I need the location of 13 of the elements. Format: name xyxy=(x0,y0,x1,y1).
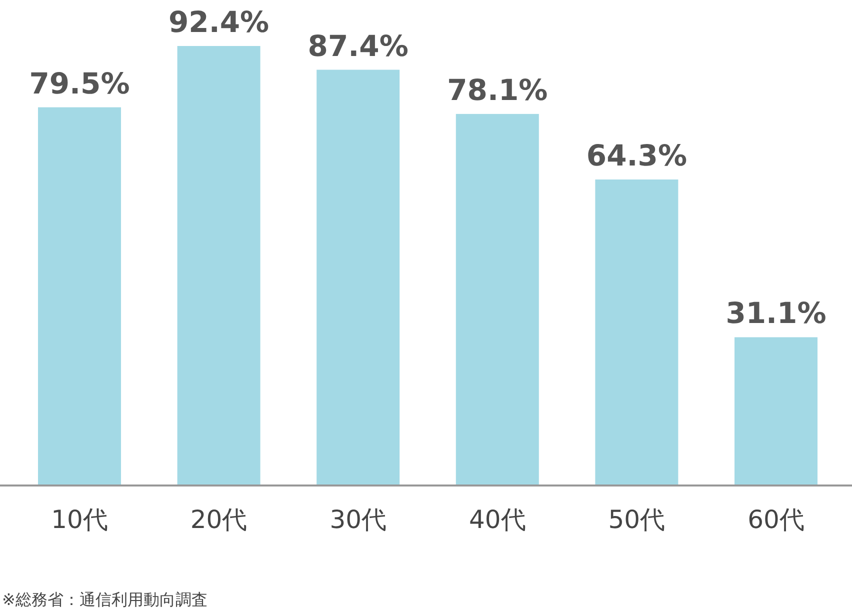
x-tick-label: 10代 xyxy=(51,505,108,534)
data-label: 31.1% xyxy=(726,296,826,330)
data-label: 92.4% xyxy=(168,5,270,39)
data-label: 79.5% xyxy=(29,66,130,100)
x-tick-label: 60代 xyxy=(748,505,804,534)
data-label: 87.4% xyxy=(308,28,408,63)
x-tick-label: 30代 xyxy=(330,505,387,534)
x-tick-label: 40代 xyxy=(468,505,526,534)
data-label: 78.1% xyxy=(447,72,548,107)
text: ※総務省：通信利用動向調査 xyxy=(2,590,208,609)
x-tick-label: 50代 xyxy=(608,505,666,534)
data-label: 64.3% xyxy=(586,138,688,173)
x-tick-label: 20代 xyxy=(190,505,248,534)
